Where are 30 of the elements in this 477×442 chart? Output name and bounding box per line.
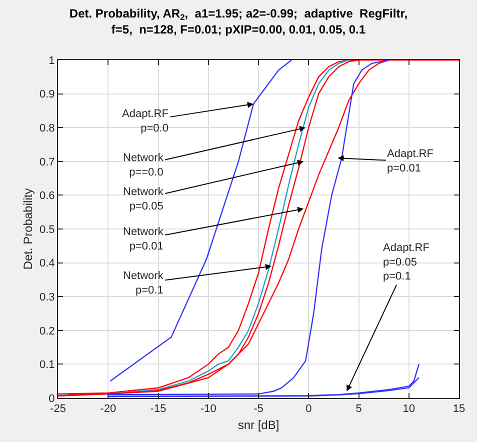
chart-title: Det. Probability, AR$_{2}$, a1=1.95; a2=-0.99; adaptive RegFiltr, f=5, n=128, F=0.01; pXIP=0.00, 0.01, 0.05, 0.1: [69, 6, 408, 36]
annotation: Network p=0.1: [123, 270, 164, 296]
y-tick-label: 0.7: [40, 156, 55, 168]
y-tick-label: 0.4: [40, 258, 55, 270]
y-tick-label: 0: [48, 392, 55, 405]
y-tick-label: 0.2: [40, 325, 55, 338]
x-tick-label: -5: [254, 403, 264, 416]
x-tick-label: 0: [306, 403, 312, 416]
x-tick-label: 5: [356, 403, 362, 416]
annotation: Adapt.RF p=0.01: [387, 148, 434, 174]
y-axis-title: Det. Probability: [20, 188, 35, 270]
x-tick-label: 15: [452, 403, 466, 416]
annotation: Network p=0.05: [123, 186, 164, 212]
x-tick-label: -20: [100, 403, 116, 416]
annotation: Network p=0.01: [123, 226, 164, 252]
annotation: Adapt.RF p=0.05 p=0.1: [383, 242, 430, 283]
x-tick-label: -25: [50, 403, 66, 416]
x-tick-label: -15: [150, 403, 166, 416]
y-tick-label: 0.8: [40, 122, 55, 134]
y-tick-label: 0.1: [40, 359, 55, 372]
annotation: Network p==0.0: [123, 152, 164, 178]
y-tick-label: 0.5: [40, 224, 55, 236]
x-tick-label: -10: [200, 403, 216, 416]
y-tick-label: 0.3: [40, 291, 55, 304]
x-tick-label: 10: [402, 403, 416, 416]
annotation: Adapt.RF p=0.0: [122, 108, 169, 134]
y-tick-label: 0.6: [40, 190, 55, 202]
x-axis-title: snr [dB]: [238, 418, 280, 432]
y-tick-label: 0.9: [40, 88, 55, 101]
y-tick-label: 1: [48, 54, 55, 67]
